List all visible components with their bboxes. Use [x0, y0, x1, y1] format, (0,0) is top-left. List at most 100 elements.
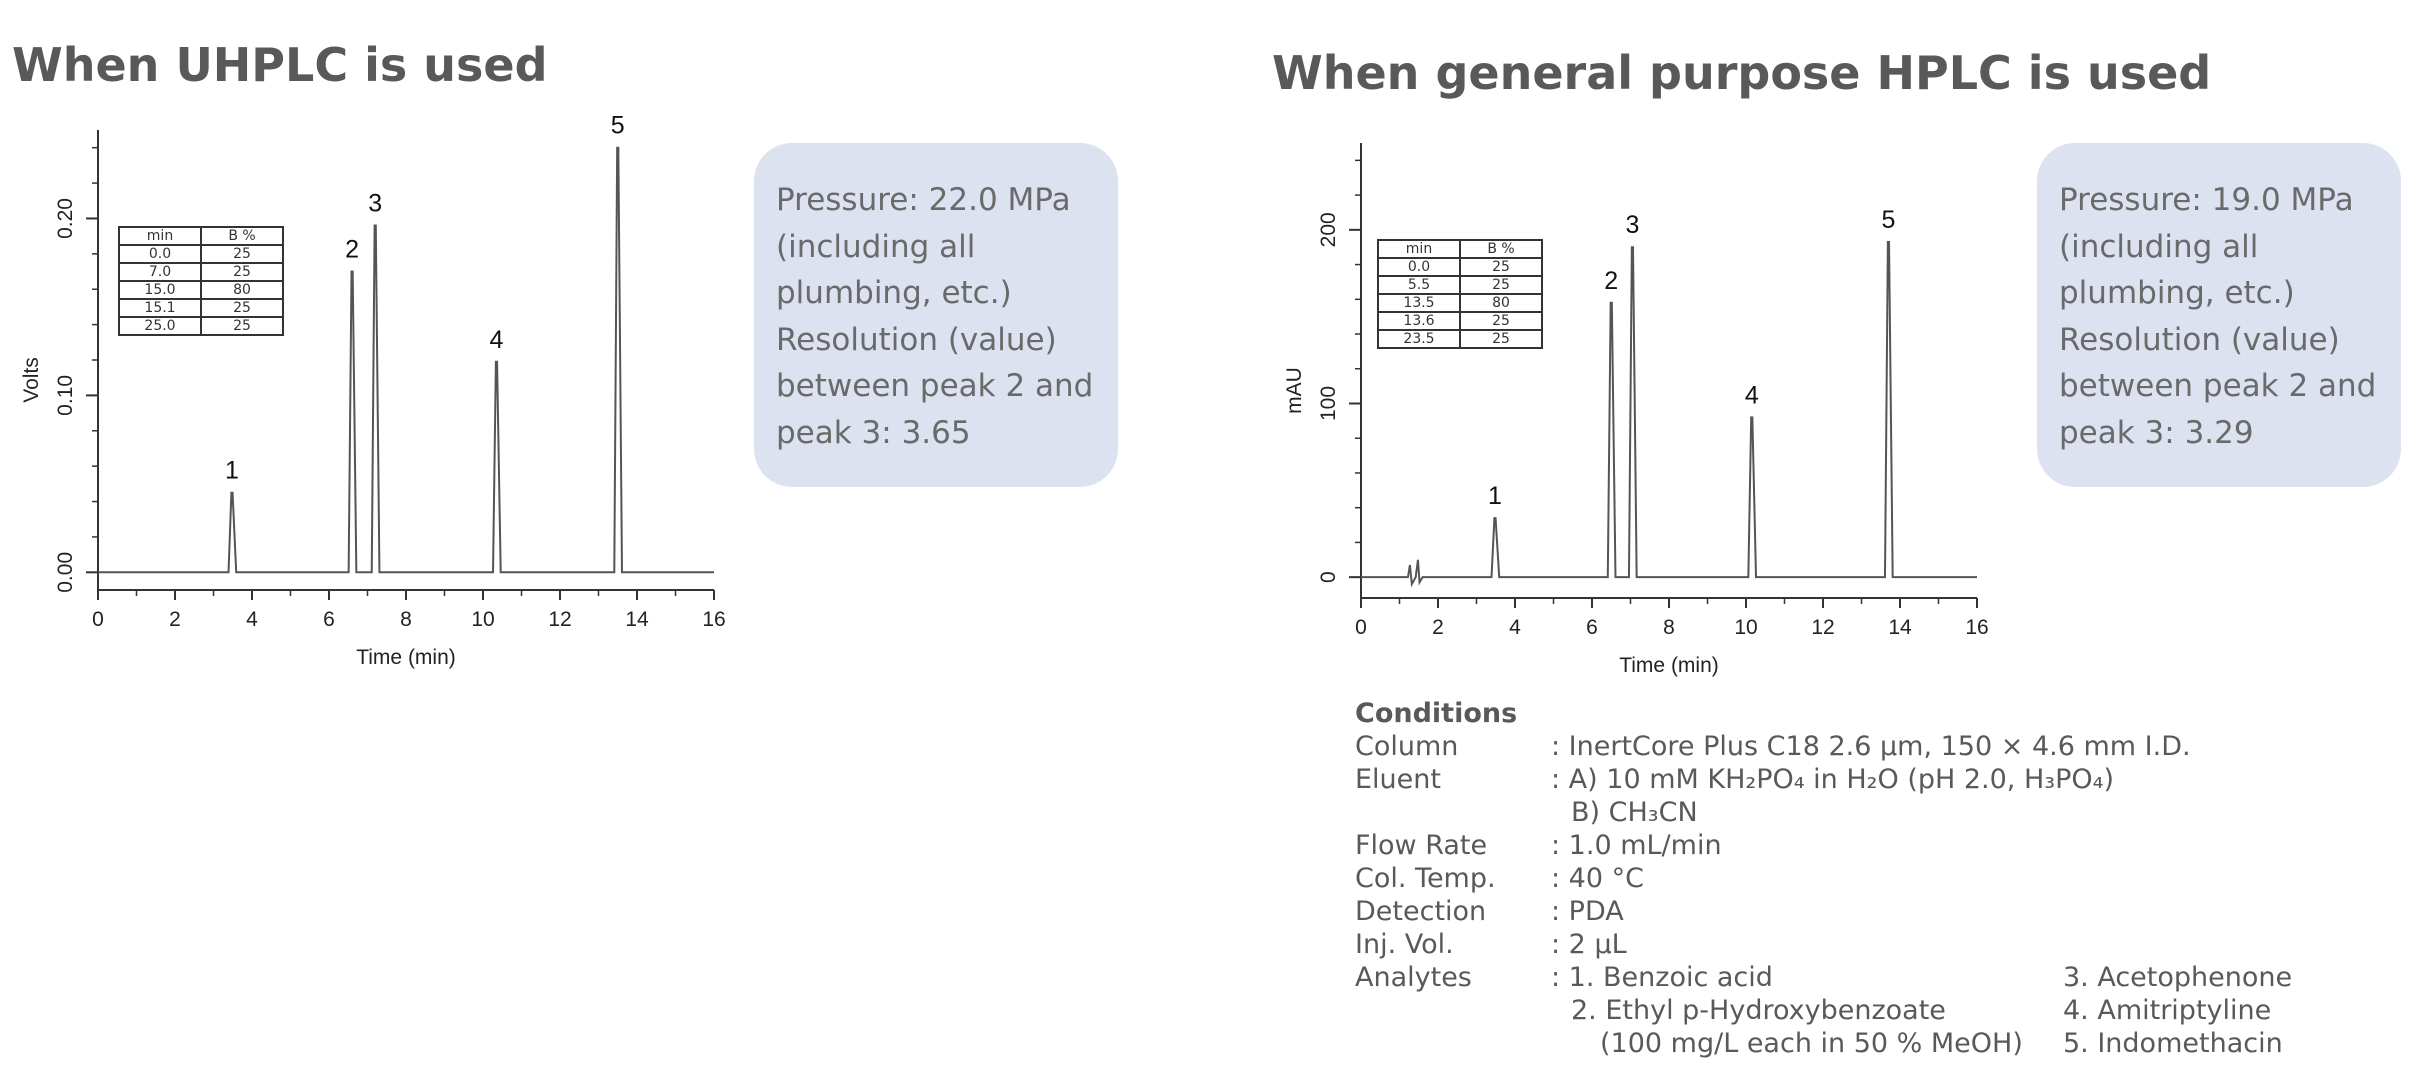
- info-line: Pressure: 22.0 MPa: [776, 182, 1071, 218]
- gradient-cell: 80: [200, 280, 284, 300]
- x-tick-label: 10: [1734, 616, 1757, 639]
- gradient-cell: 25: [200, 298, 284, 318]
- table-row: 0.0 25: [118, 244, 284, 264]
- x-tick-label: 14: [1888, 616, 1912, 639]
- gradient-header-min: min: [1377, 239, 1461, 259]
- condition-label: Detection: [1355, 896, 1487, 927]
- x-tick-label: 14: [625, 608, 649, 631]
- x-tick-label: 6: [323, 608, 335, 631]
- x-tick-label: 10: [471, 608, 494, 631]
- condition-value: : InertCore Plus C18 2.6 μm, 150 × 4.6 m…: [1551, 731, 2191, 762]
- y-tick-label: 0.00: [54, 552, 77, 593]
- title-general-hplc: When general purpose HPLC is used: [1272, 46, 2212, 100]
- info-line: plumbing, etc.): [2059, 275, 2295, 311]
- gradient-table-header: min B %: [1377, 239, 1543, 259]
- gradient-header-b: B %: [200, 226, 284, 246]
- table-row: 13.5 80: [1377, 293, 1543, 313]
- x-axis-label: Time (min): [1619, 654, 1719, 677]
- gradient-cell: 25: [200, 316, 284, 336]
- info-box-uhplc: Pressure: 22.0 MPa (including all plumbi…: [754, 143, 1118, 487]
- y-axis-label: mAU: [1283, 367, 1306, 414]
- condition-value: : 2 μL: [1551, 929, 1627, 960]
- gradient-cell: 13.6: [1377, 311, 1461, 331]
- condition-label: Analytes: [1355, 962, 1472, 993]
- peak-label: 5: [611, 112, 625, 140]
- gradient-header-min: min: [118, 226, 202, 246]
- x-tick-label: 4: [1509, 616, 1521, 639]
- condition-value: : 40 °C: [1551, 863, 1644, 894]
- y-tick-label: 0: [1317, 571, 1340, 583]
- table-row: 13.6 25: [1377, 311, 1543, 331]
- gradient-cell: 23.5: [1377, 329, 1461, 349]
- info-line: between peak 2 and: [776, 368, 1094, 404]
- condition-label: Col. Temp.: [1355, 863, 1496, 894]
- peak-label: 1: [225, 457, 239, 485]
- x-tick-label: 12: [548, 608, 571, 631]
- gradient-header-b: B %: [1459, 239, 1543, 259]
- peak-label: 3: [1625, 211, 1639, 239]
- condition-value: (100 mg/L each in 50 % MeOH): [1600, 1028, 2023, 1059]
- info-line: (including all: [2059, 228, 2259, 265]
- peak-label: 3: [368, 190, 382, 218]
- x-tick-label: 8: [1663, 616, 1675, 639]
- gradient-cell: 25: [1459, 275, 1543, 295]
- table-row: 5.5 25: [1377, 275, 1543, 295]
- table-row: 25.0 25: [118, 316, 284, 336]
- x-tick-label: 8: [400, 608, 412, 631]
- chromatogram-trace: [1361, 240, 1977, 588]
- info-line: (including all: [776, 228, 976, 265]
- chromatogram-trace: [98, 146, 714, 574]
- x-tick-label: 16: [702, 608, 725, 631]
- peak-label: 2: [1604, 267, 1618, 295]
- gradient-cell: 5.5: [1377, 275, 1461, 295]
- peak-label: 2: [345, 236, 359, 264]
- gradient-cell: 7.0: [118, 262, 202, 282]
- x-tick-label: 4: [246, 608, 258, 631]
- gradient-cell: 15.1: [118, 298, 202, 318]
- y-tick-label: 200: [1317, 212, 1340, 247]
- gradient-cell: 25: [200, 262, 284, 282]
- gradient-table-header: min B %: [118, 226, 284, 246]
- x-tick-label: 0: [1355, 616, 1367, 639]
- gradient-cell: 25: [1459, 311, 1543, 331]
- x-axis-label: Time (min): [356, 646, 456, 669]
- x-tick-label: 12: [1811, 616, 1834, 639]
- condition-value: B) CH₃CN: [1571, 797, 1698, 828]
- x-tick-label: 2: [169, 608, 181, 631]
- peak-label: 4: [1745, 381, 1759, 409]
- gradient-table-uhplc: min B % 0.0 25 7.0 25 15.0 80 15.1 25 25.0 25: [118, 226, 284, 336]
- gradient-cell: 80: [1459, 293, 1543, 313]
- gradient-cell: 25: [1459, 257, 1543, 277]
- info-line: Pressure: 19.0 MPa: [2059, 182, 2354, 218]
- condition-value: : A) 10 mM KH₂PO₄ in H₂O (pH 2.0, H₃PO₄): [1551, 764, 2114, 795]
- condition-value: 4. Amitriptyline: [2063, 995, 2272, 1026]
- condition-label: Eluent: [1355, 764, 1441, 795]
- condition-value: : 1. Benzoic acid: [1551, 962, 1773, 993]
- condition-value: 2. Ethyl p-Hydroxybenzoate: [1571, 995, 1946, 1026]
- gradient-cell: 0.0: [1377, 257, 1461, 277]
- peak-label: 4: [490, 326, 504, 354]
- gradient-cell: 0.0: [118, 244, 202, 264]
- gradient-cell: 25: [1459, 329, 1543, 349]
- x-tick-label: 0: [92, 608, 104, 631]
- condition-value: : PDA: [1551, 896, 1624, 927]
- condition-value: 5. Indomethacin: [2063, 1028, 2283, 1059]
- y-tick-label: 100: [1317, 386, 1340, 421]
- conditions-heading: Conditions: [1355, 698, 1518, 729]
- y-tick-label: 0.20: [54, 198, 77, 239]
- x-tick-label: 6: [1586, 616, 1598, 639]
- condition-label: Column: [1355, 731, 1459, 762]
- info-line: plumbing, etc.): [776, 275, 1012, 311]
- x-tick-label: 16: [1965, 616, 1988, 639]
- table-row: 23.5 25: [1377, 329, 1543, 349]
- gradient-table-general-hplc: min B % 0.0 25 5.5 25 13.5 80 13.6 25 23.5 25: [1377, 239, 1543, 349]
- info-line: Resolution (value): [2059, 321, 2340, 358]
- info-line: Resolution (value): [776, 321, 1057, 358]
- y-axis-label: Volts: [20, 357, 43, 403]
- gradient-cell: 25: [200, 244, 284, 264]
- condition-value: : 1.0 mL/min: [1551, 830, 1722, 861]
- peak-label: 1: [1488, 482, 1502, 510]
- table-row: 7.0 25: [118, 262, 284, 282]
